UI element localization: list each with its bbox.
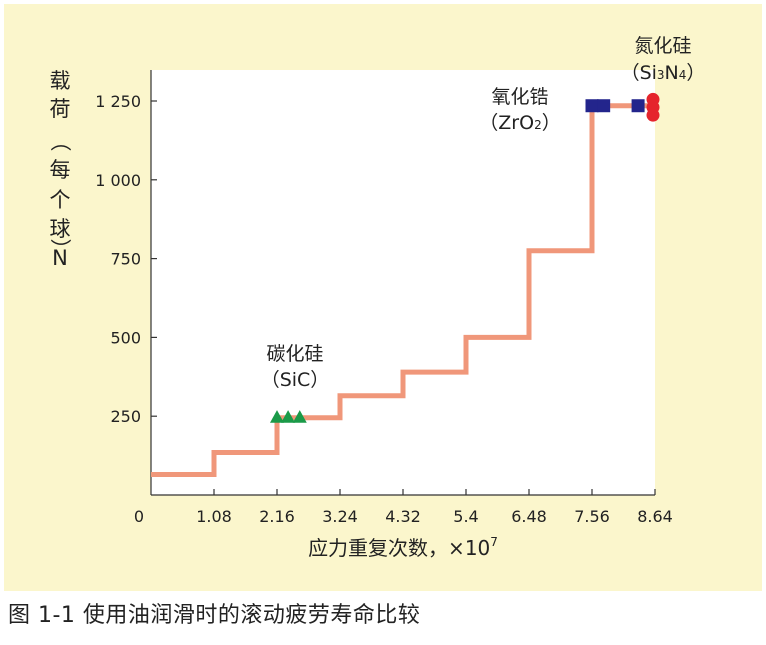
- sic-annotation-line2: （SiC）: [261, 369, 330, 391]
- y-tick-label: 750: [110, 250, 141, 269]
- y-axis-label-char: （: [48, 131, 72, 152]
- sic-triangle-marker: [281, 410, 296, 423]
- figure-caption: 图 1-1 使用油润滑时的滚动疲劳寿命比较: [8, 603, 421, 628]
- y-tick-label: 1 250: [95, 92, 141, 111]
- y-axis-label-char: 个: [50, 188, 71, 212]
- x-ticks: 0 1.08 2.16 3.24 4.32 5.4 6.48 7.56 8.64: [134, 489, 673, 526]
- si3n4-annotation-line2: （Si3N4）: [621, 62, 706, 84]
- chart: 0 1.08 2.16 3.24 4.32 5.4 6.48 7.56 8.64 250 500 7…: [48, 35, 706, 560]
- zro2-annotation-line2: （ZrO2）: [479, 112, 560, 134]
- y-ticks: 250 500 750 1 000 1 250: [95, 92, 157, 426]
- x-tick-label: 2.16: [259, 507, 295, 526]
- x-tick-label: 5.4: [453, 507, 478, 526]
- y-axis-label-char: ）: [48, 239, 72, 260]
- y-tick-label: 1 000: [95, 171, 141, 190]
- sic-triangle-marker: [270, 410, 284, 423]
- x-tick-label: 0: [134, 507, 144, 526]
- x-tick-label: 3.24: [322, 507, 358, 526]
- x-axis-label: 应力重复次数，×107: [308, 535, 498, 560]
- x-tick-label: 6.48: [511, 507, 547, 526]
- sic-triangle-marker: [292, 410, 307, 423]
- markers: [270, 92, 660, 423]
- x-tick-label: 7.56: [574, 507, 610, 526]
- zro2-square-marker: [597, 99, 611, 113]
- x-tick-label: 8.64: [637, 507, 673, 526]
- zro2-annotation-line1: 氧化锆: [491, 86, 548, 108]
- y-axis-label-char: 球: [50, 217, 71, 241]
- si3n4-circle-marker: [646, 108, 660, 122]
- zro2-square-marker: [585, 99, 599, 113]
- y-axis-label: 载荷 （ 每个球）N: [48, 69, 72, 270]
- plot-area: [151, 70, 655, 495]
- y-axis-label-char: 载: [50, 69, 71, 93]
- sic-annotation-line1: 碳化硅: [266, 343, 323, 365]
- x-tick-label: 4.32: [385, 507, 421, 526]
- y-axis-label-char: N: [52, 246, 68, 270]
- y-tick-label: 500: [110, 328, 141, 347]
- x-tick-label: 1.08: [196, 507, 232, 526]
- step-line-series: [151, 103, 655, 478]
- y-tick-label: 250: [110, 407, 141, 426]
- si3n4-annotation-line1: 氮化硅: [634, 35, 691, 57]
- zro2-square-marker: [631, 99, 645, 113]
- y-axis-label-char: 每: [50, 158, 71, 182]
- y-axis-label-char: 荷: [50, 97, 71, 121]
